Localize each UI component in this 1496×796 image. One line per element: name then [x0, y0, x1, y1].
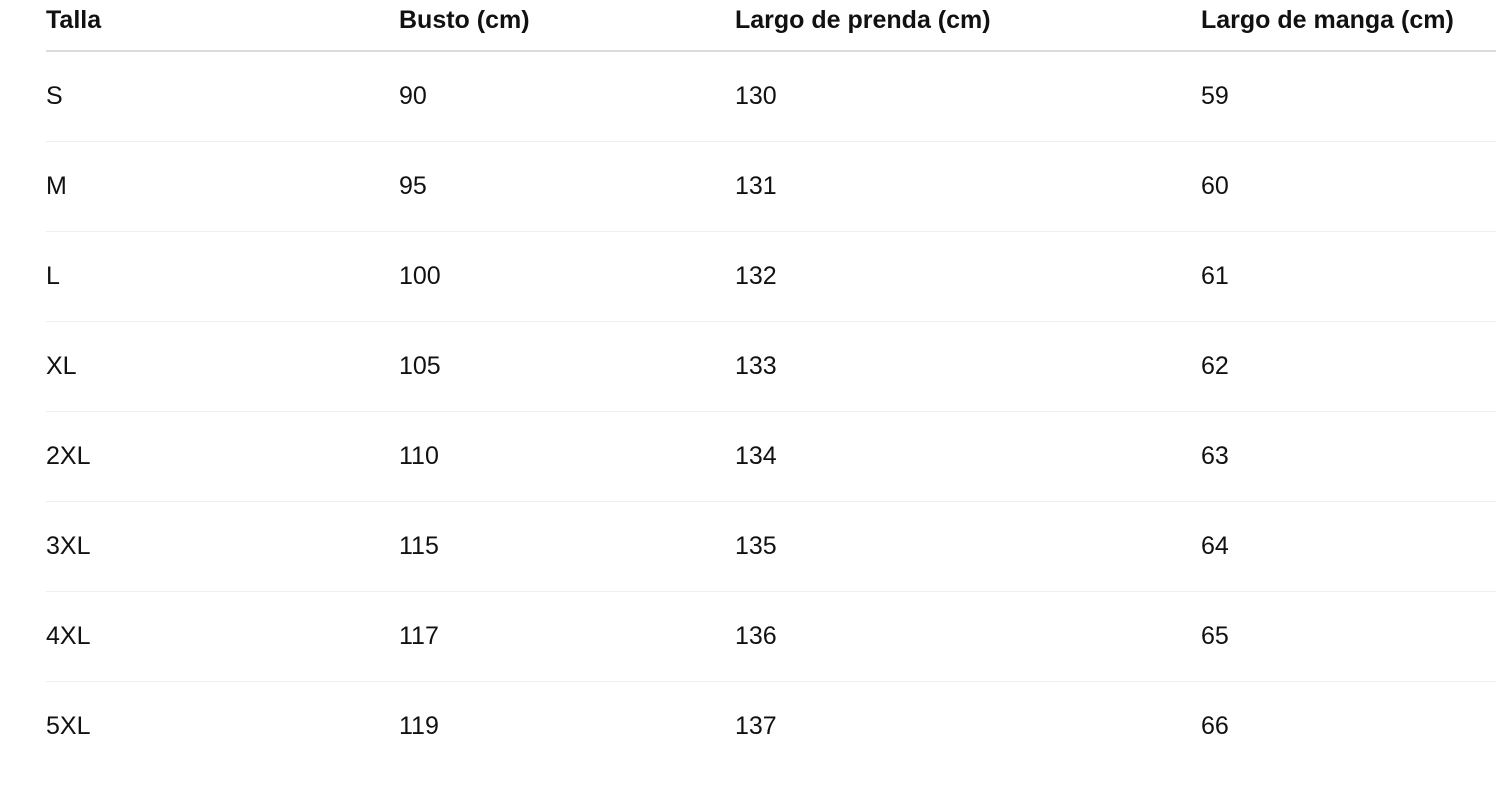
table-row: 3XL 115 135 64 [46, 501, 1496, 592]
table-cell: 134 [735, 411, 1201, 502]
table-cell: 65 [1201, 591, 1496, 682]
table-cell: 135 [735, 501, 1201, 592]
table-row: 5XL 119 137 66 [46, 682, 1496, 772]
size-chart-table: Talla Busto (cm) Largo de prenda (cm) Largo… [46, 0, 1496, 771]
table-cell: 119 [399, 712, 439, 740]
table-cell: 66 [1201, 712, 1229, 740]
table-cell: 2XL [46, 411, 399, 502]
column-header: Largo de manga (cm) [1201, 0, 1496, 52]
column-header: Largo de prenda (cm) [735, 0, 1201, 52]
table-row: XL 105 133 62 [46, 321, 1496, 412]
table-cell: 90 [399, 51, 735, 142]
table-row: S 90 130 59 [46, 51, 1496, 142]
table-cell: 136 [735, 591, 1201, 682]
table-cell: 131 [735, 141, 1201, 232]
table-cell: XL [46, 321, 399, 412]
table-cell: M [46, 141, 399, 232]
table-cell: 4XL [46, 591, 399, 682]
table-row: 4XL 117 136 65 [46, 591, 1496, 682]
table-cell: L [46, 231, 399, 322]
table-header-row: Talla Busto (cm) Largo de prenda (cm) Largo… [46, 0, 1496, 52]
table-cell: 133 [735, 321, 1201, 412]
table-cell: 95 [399, 141, 735, 232]
table-row: 2XL 110 134 63 [46, 411, 1496, 502]
table-cell: 3XL [46, 501, 399, 592]
table-cell: 62 [1201, 321, 1496, 412]
table-row: L 100 132 61 [46, 231, 1496, 322]
table-cell: 110 [399, 411, 735, 502]
table-cell: 5XL [46, 712, 91, 740]
table-row: M 95 131 60 [46, 141, 1496, 232]
table-cell: 100 [399, 231, 735, 322]
table-cell: 137 [735, 712, 777, 740]
table-cell: 63 [1201, 411, 1496, 502]
table-cell: 132 [735, 231, 1201, 322]
column-header: Busto (cm) [399, 0, 735, 52]
table-cell: 105 [399, 321, 735, 412]
table-cell: 130 [735, 51, 1201, 142]
table-cell: S [46, 51, 399, 142]
table-cell: 59 [1201, 51, 1496, 142]
table-cell: 115 [399, 501, 735, 592]
table-cell: 60 [1201, 141, 1496, 232]
table-cell: 61 [1201, 231, 1496, 322]
table-cell: 117 [399, 591, 735, 682]
column-header: Talla [46, 0, 399, 52]
table-cell: 64 [1201, 501, 1496, 592]
